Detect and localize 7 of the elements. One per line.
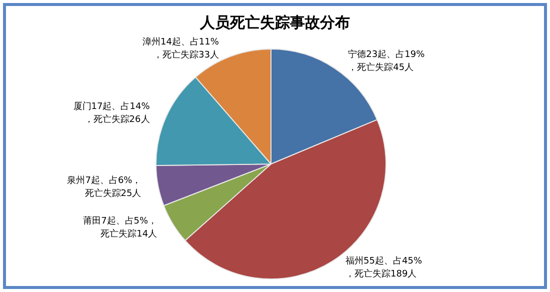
slice-label: 莆田7起、占5%，死亡失踪14人 bbox=[83, 216, 158, 240]
slice-label: 漳州14起、占11%，死亡失踪33人 bbox=[142, 36, 220, 60]
slice-label: 厦门17起、占14%，死亡失踪26人 bbox=[73, 101, 150, 126]
slice-label: 宁德23起、占19%，死亡失踪45人 bbox=[348, 49, 426, 74]
slice-label: 泉州7起、占6%，死亡失踪25人 bbox=[67, 174, 142, 199]
slice-label: 福州55起、占45%，死亡失踪189人 bbox=[346, 256, 422, 280]
chart-title: 人员死亡失踪事故分布 bbox=[199, 14, 350, 32]
